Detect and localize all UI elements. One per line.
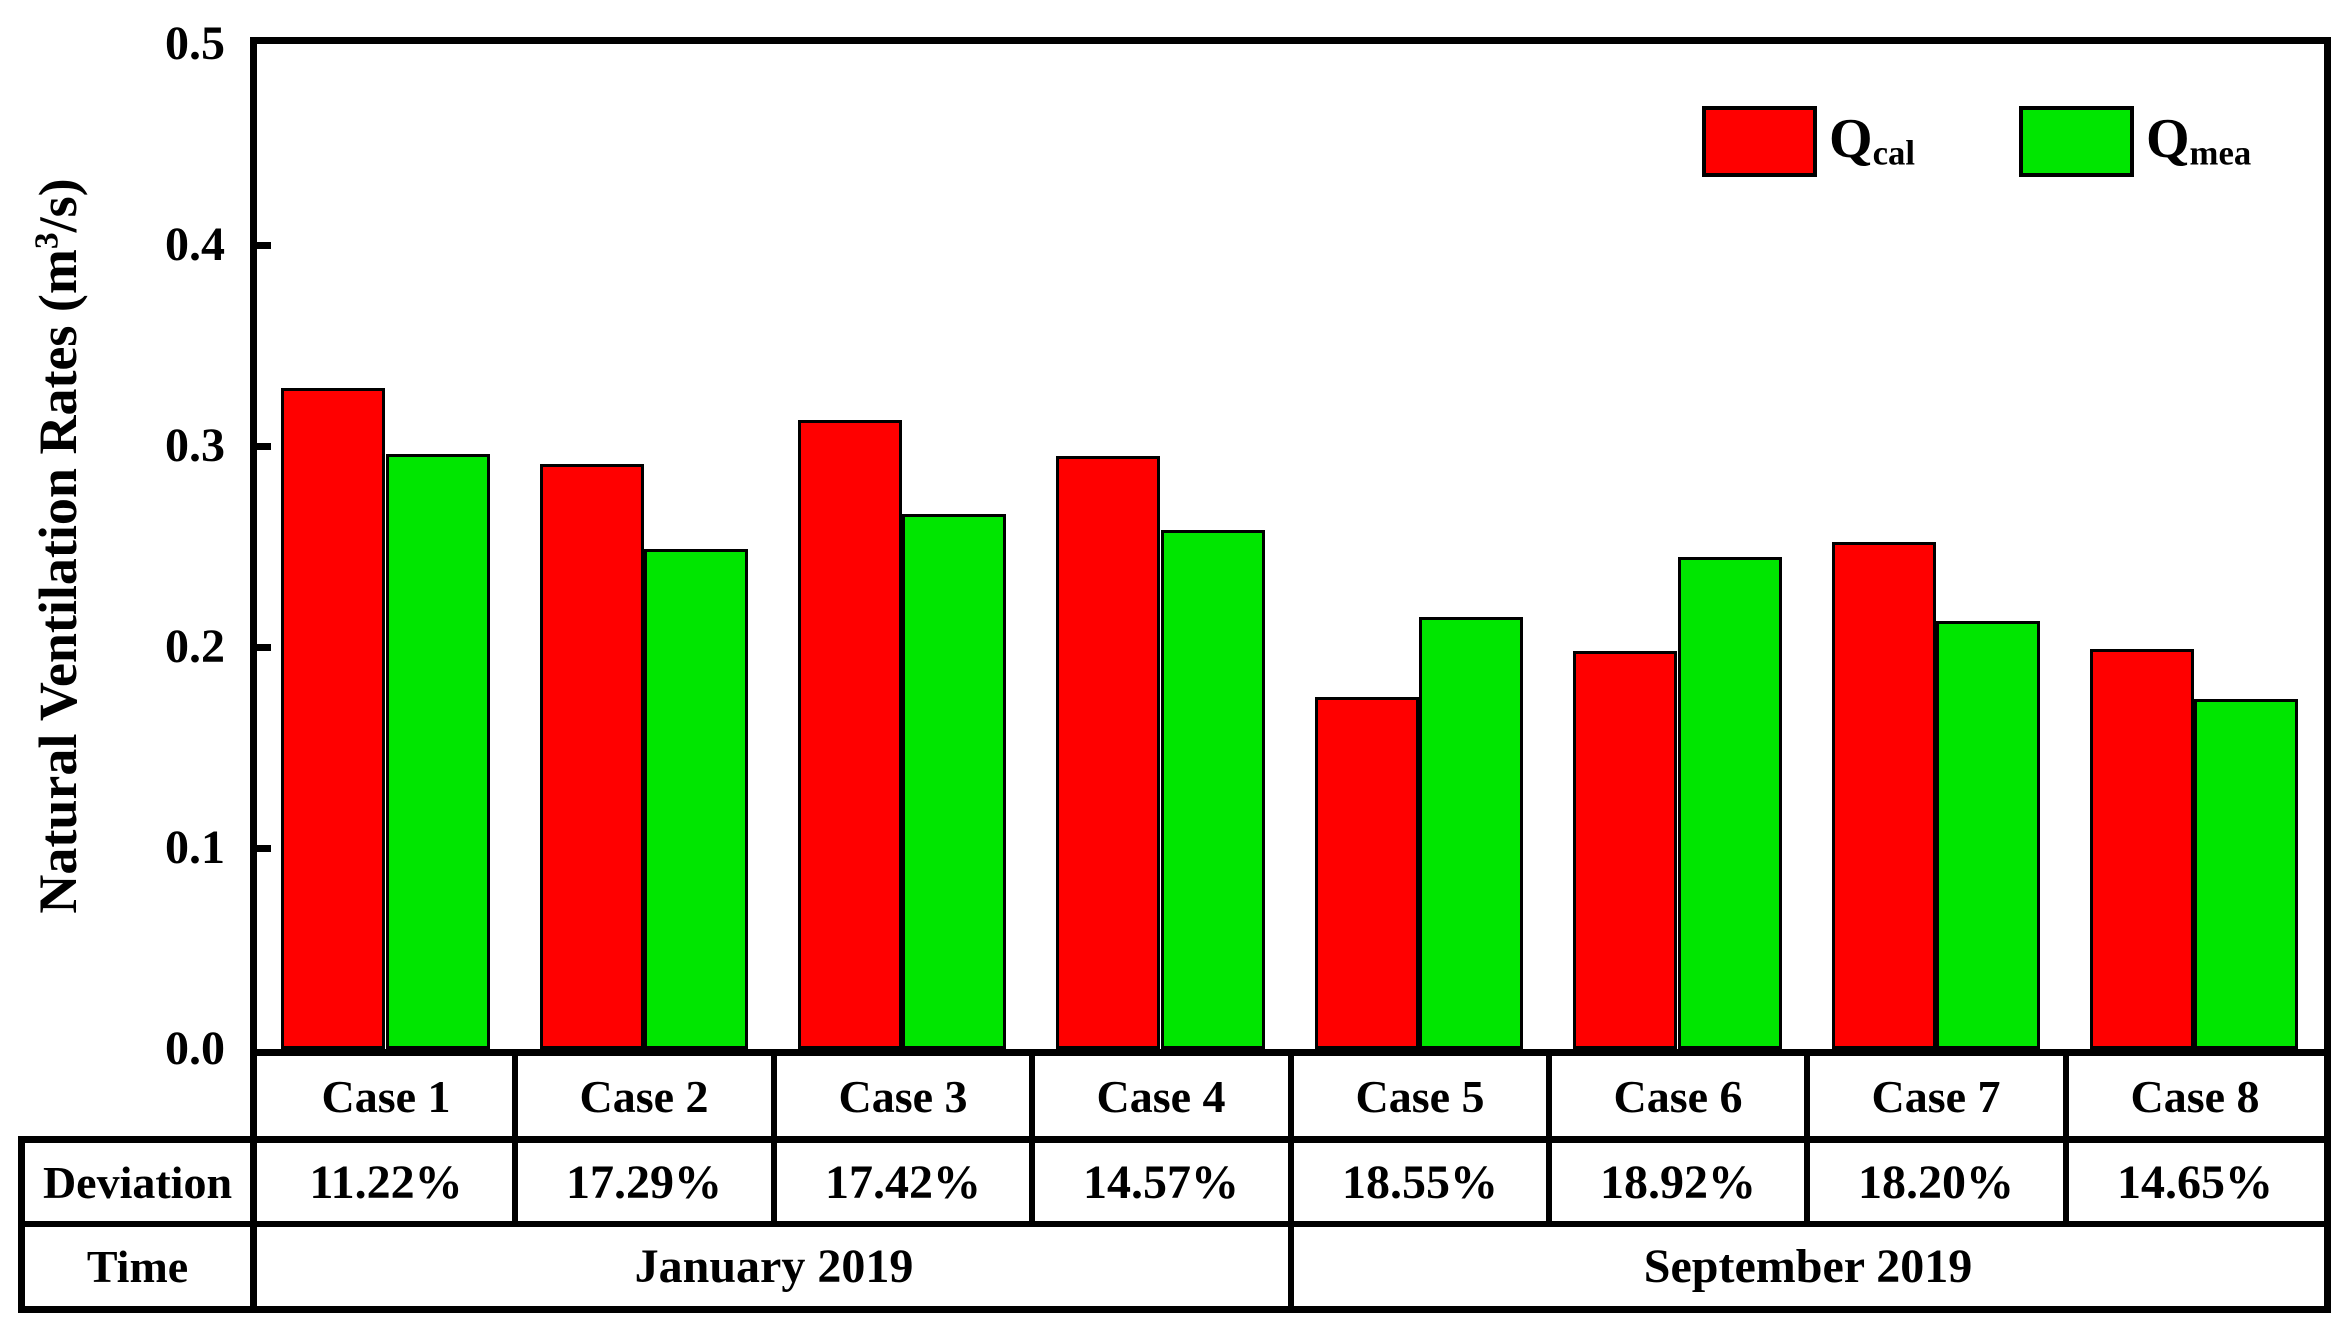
y-tick-label: 0.3 — [165, 419, 225, 472]
y-axis-title-suffix: /s) — [28, 178, 88, 233]
bar-qmea-case-8 — [2194, 699, 2298, 1049]
plot-area-border — [250, 37, 2331, 1056]
table-line-vertical-axis-column — [250, 1049, 257, 1313]
bar-qcal-case-2 — [540, 464, 644, 1049]
qcal-label-sub: cal — [1872, 133, 1915, 173]
table-line-vertical-column-divider — [2063, 1056, 2069, 1227]
legend-item-qcal: Qcal — [1702, 106, 1915, 177]
y-axis-title-prefix: Natural Ventilation Rates (m — [28, 249, 88, 914]
case-label: Case 3 — [838, 1070, 968, 1122]
table-line-vertical-outer-right — [2324, 1056, 2331, 1313]
deviation-value: 14.65% — [2117, 1155, 2273, 1209]
bar-qcal-case-6 — [1573, 651, 1677, 1049]
bar-qmea-case-7 — [1936, 621, 2040, 1049]
case-label: Case 5 — [1355, 1070, 1485, 1122]
table-line-vertical-column-divider — [1029, 1056, 1035, 1227]
y-tick — [257, 242, 271, 249]
table-line-vertical-column-divider — [1804, 1056, 1810, 1227]
case-label: Case 8 — [2130, 1070, 2260, 1122]
qmea-legend-label: Qmea — [2146, 111, 2251, 171]
y-axis-title: Natural Ventilation Rates (m3/s) — [27, 178, 89, 913]
y-tick-label: 0.0 — [165, 1022, 225, 1075]
case-label: Case 7 — [1871, 1070, 2001, 1122]
qmea-label-main: Q — [2145, 108, 2190, 171]
time-group-label: September 2019 — [1643, 1240, 1973, 1293]
qcal-label-main: Q — [1829, 108, 1873, 171]
table-line-horizontal — [18, 1136, 2331, 1143]
table-line-vertical-column-divider — [771, 1056, 777, 1227]
table-line-vertical-column-divider — [1546, 1056, 1552, 1227]
y-tick-label: 0.5 — [165, 17, 225, 70]
bar-qcal-case-4 — [1056, 456, 1160, 1049]
table-line-horizontal — [18, 1306, 2331, 1313]
qcal-legend-label: Qcal — [1829, 111, 1915, 171]
qmea-label-sub: mea — [2189, 133, 2252, 173]
deviation-value: 18.20% — [1858, 1155, 2014, 1209]
table-line-vertical-outer-left — [18, 1136, 25, 1313]
deviation-row-header: Deviation — [42, 1156, 233, 1208]
bar-qcal-case-5 — [1315, 697, 1419, 1049]
table-line-vertical-column-divider — [1288, 1056, 1294, 1313]
qmea-legend-swatch — [2018, 106, 2134, 177]
bar-qcal-case-3 — [798, 420, 902, 1049]
deviation-value: 14.57% — [1083, 1155, 1239, 1209]
deviation-value: 18.55% — [1342, 1155, 1498, 1209]
bar-qmea-case-5 — [1419, 617, 1523, 1049]
time-row-header: Time — [86, 1241, 189, 1292]
legend: Qcal Qmea — [1702, 106, 2251, 177]
table-line-vertical-column-divider — [512, 1056, 518, 1227]
bar-qmea-case-2 — [644, 549, 748, 1049]
deviation-value: 18.92% — [1600, 1155, 1756, 1209]
bar-qcal-case-7 — [1832, 542, 1936, 1049]
legend-item-qmea: Qmea — [2018, 106, 2251, 177]
case-label: Case 4 — [1096, 1070, 1226, 1122]
bar-qmea-case-4 — [1161, 530, 1265, 1049]
deviation-value: 17.29% — [566, 1155, 722, 1209]
case-label: Case 2 — [579, 1070, 709, 1122]
qcal-legend-swatch — [1702, 106, 1817, 177]
table-line-horizontal — [18, 1221, 2331, 1227]
deviation-value: 11.22% — [309, 1155, 463, 1209]
bar-qmea-case-1 — [386, 454, 490, 1049]
bar-qmea-case-3 — [902, 514, 1006, 1049]
bar-qmea-case-6 — [1678, 557, 1782, 1049]
y-tick — [257, 443, 271, 450]
y-axis-title-superscript: 3 — [28, 232, 66, 250]
time-group-label: January 2019 — [634, 1240, 914, 1293]
y-tick — [257, 845, 271, 852]
bar-qcal-case-1 — [281, 388, 385, 1049]
deviation-value: 17.42% — [825, 1155, 981, 1209]
y-tick-label: 0.4 — [165, 218, 225, 271]
y-tick — [257, 644, 271, 651]
case-label: Case 6 — [1613, 1070, 1743, 1122]
bar-qcal-case-8 — [2090, 649, 2194, 1049]
y-tick-label: 0.1 — [165, 821, 225, 874]
y-tick-label: 0.2 — [165, 620, 225, 673]
case-label: Case 1 — [321, 1070, 451, 1122]
